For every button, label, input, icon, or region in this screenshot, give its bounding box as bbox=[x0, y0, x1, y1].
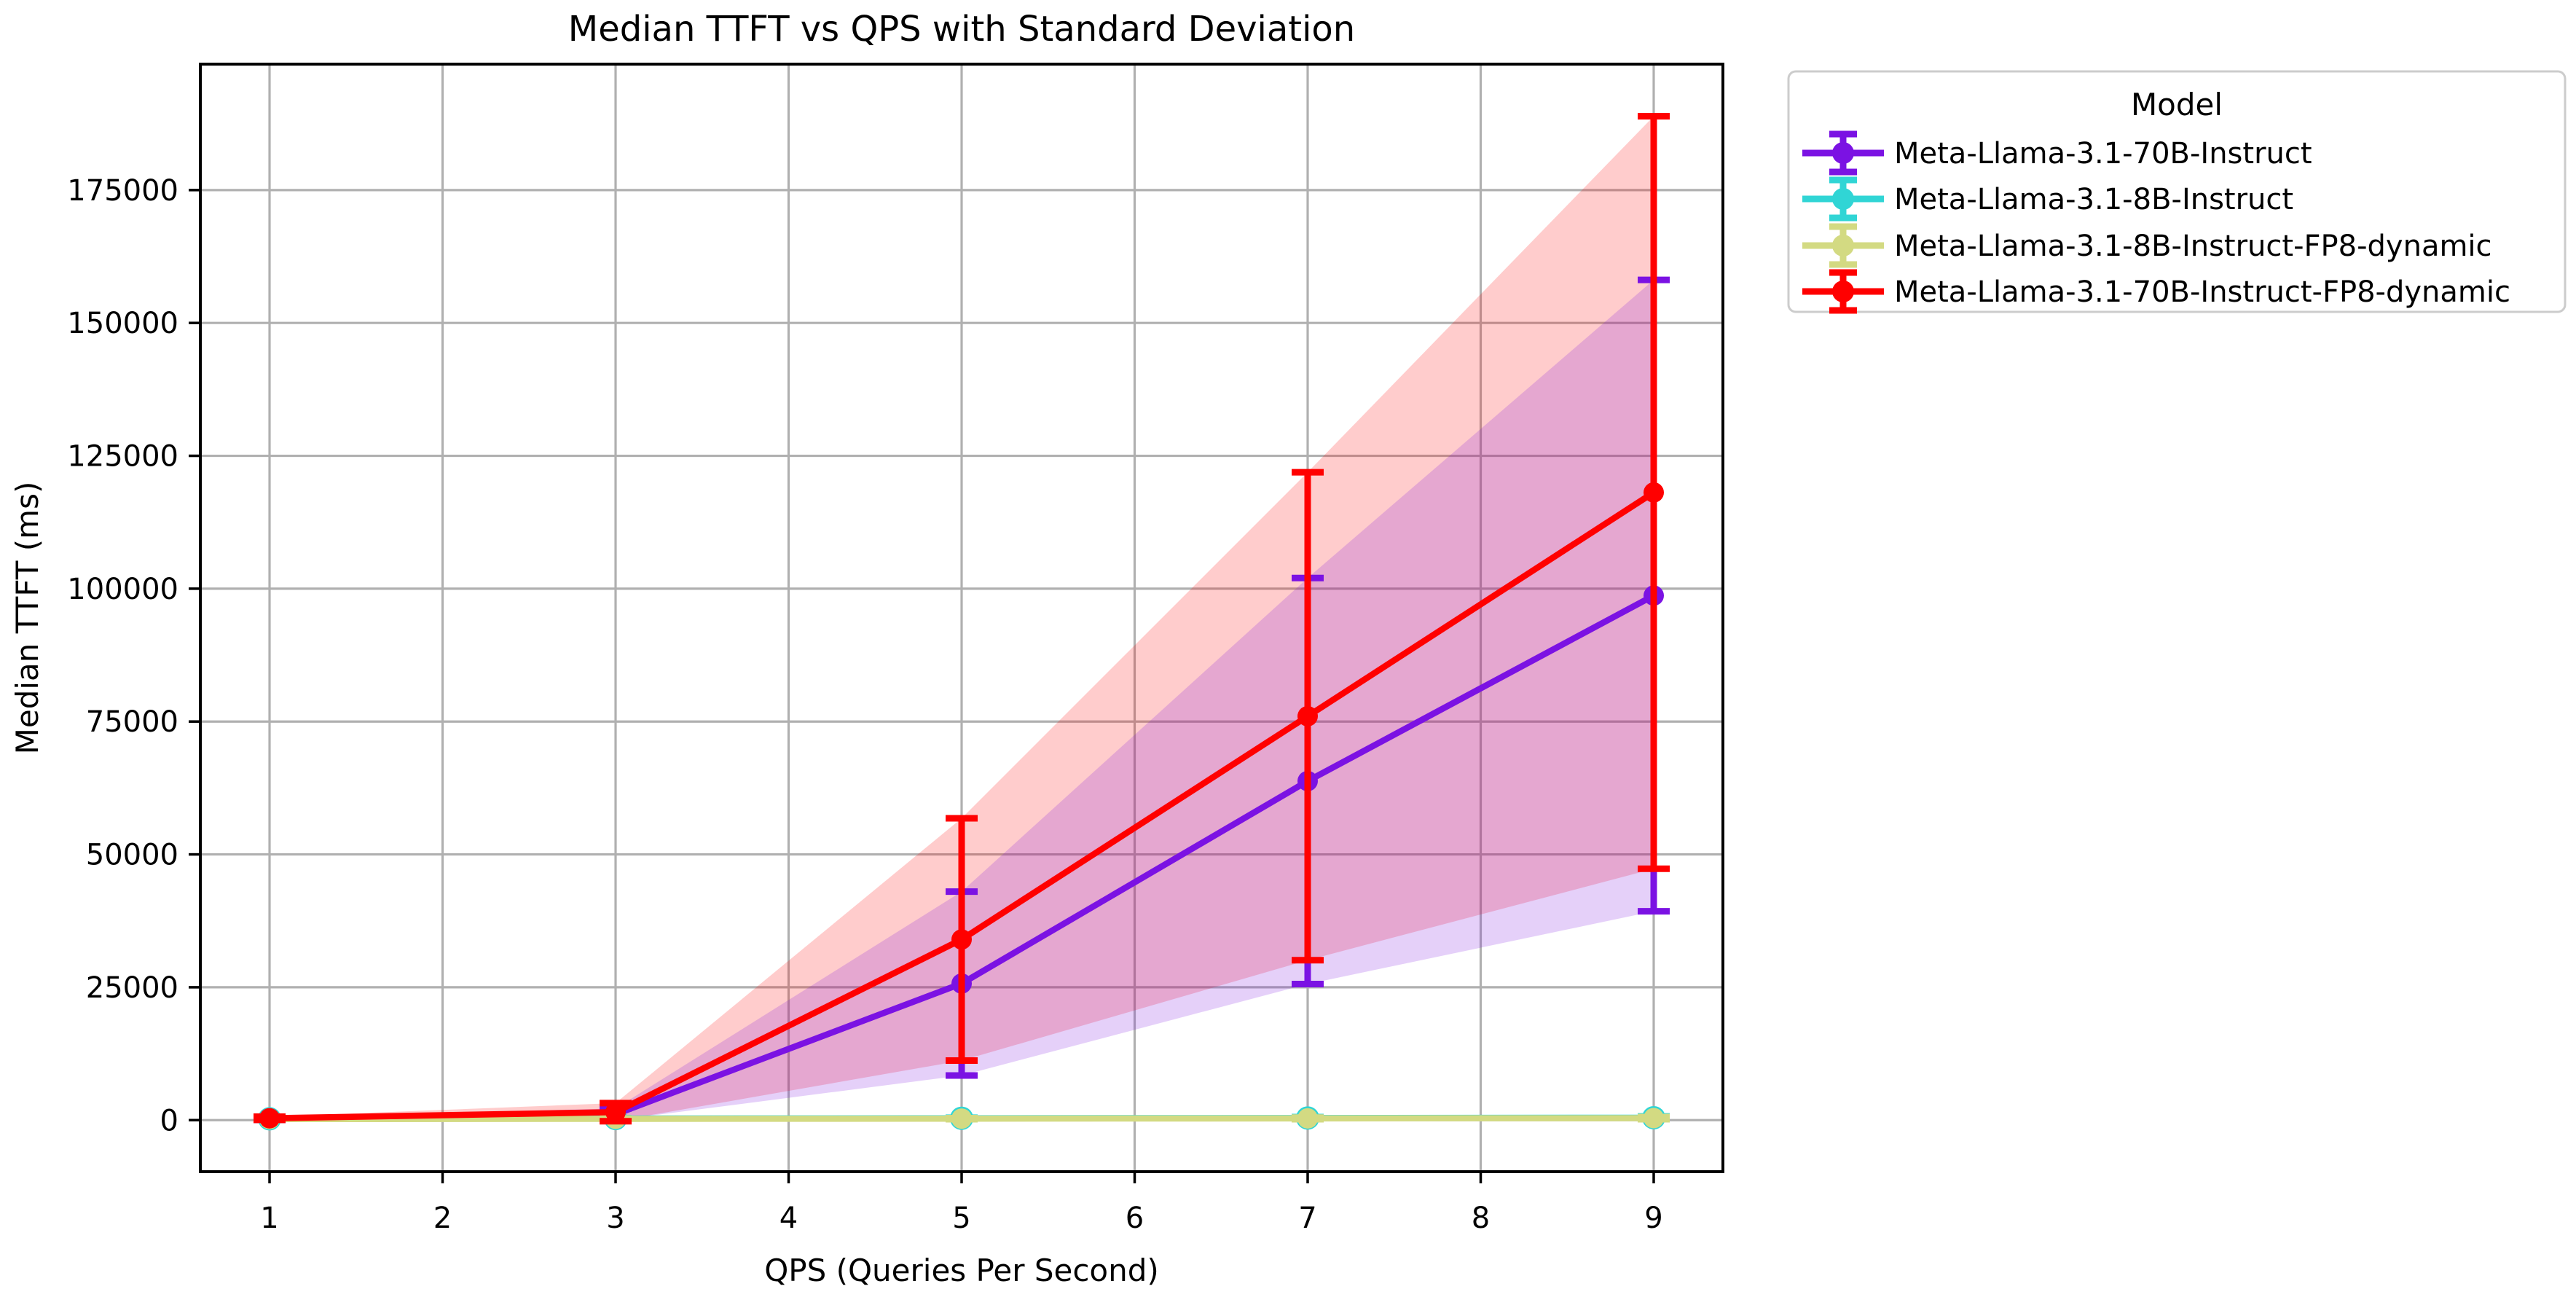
legend-item-label: Meta-Llama-3.1-70B-Instruct bbox=[1894, 137, 2312, 171]
legend-marker-icon bbox=[1832, 142, 1854, 164]
x-tick-label-6: 6 bbox=[1126, 1202, 1144, 1235]
data-point-Meta-Llama-3.1-70B-Instruct-FP8-dynamic-x5 bbox=[951, 929, 972, 950]
data-point-Meta-Llama-3.1-70B-Instruct-FP8-dynamic-x9 bbox=[1644, 482, 1664, 503]
data-point-Meta-Llama-3.1-70B-Instruct-FP8-dynamic-x7 bbox=[1297, 705, 1318, 726]
legend-marker-icon bbox=[1832, 188, 1854, 210]
x-tick-label-9: 9 bbox=[1644, 1202, 1662, 1235]
legend-marker-icon bbox=[1832, 235, 1854, 256]
x-axis-label: QPS (Queries Per Second) bbox=[764, 1253, 1159, 1286]
data-point-Meta-Llama-3.1-8B-Instruct-FP8-dynamic-x5 bbox=[951, 1108, 972, 1129]
y-tick-label-75000: 75000 bbox=[86, 705, 178, 739]
x-tick-label-1: 1 bbox=[260, 1202, 278, 1235]
legend-item-label: Meta-Llama-3.1-8B-Instruct-FP8-dynamic bbox=[1894, 230, 2492, 263]
legend-box bbox=[1787, 70, 2567, 313]
data-point-Meta-Llama-3.1-70B-Instruct-FP8-dynamic-x3 bbox=[605, 1102, 626, 1123]
legend-marker-icon bbox=[1832, 281, 1854, 302]
data-point-Meta-Llama-3.1-8B-Instruct-FP8-dynamic-x9 bbox=[1644, 1108, 1664, 1129]
chart-title: Median TTFT vs QPS with Standard Deviati… bbox=[568, 9, 1355, 50]
legend-item-label: Meta-Llama-3.1-8B-Instruct bbox=[1894, 183, 2293, 216]
plot-area: 1 2 3 4 5 6 7 8 9 0 25000 50000 75000 100000 125000 150… bbox=[67, 63, 1724, 1235]
legend-item-Meta-Llama-3.1-8B-Instruct: Meta-Llama-3.1-8B-Instruct bbox=[1802, 176, 2293, 222]
legend-item-Meta-Llama-3.1-70B-Instruct-FP8-dynamic: Meta-Llama-3.1-70B-Instruct-FP8-dynamic bbox=[1802, 269, 2510, 314]
legend-items: Meta-Llama-3.1-70B-Instruct Meta-Llama-3.… bbox=[1802, 130, 2510, 314]
x-tick-label-7: 7 bbox=[1298, 1202, 1316, 1235]
x-tick-label-5: 5 bbox=[952, 1202, 970, 1235]
series-Meta-Llama-3.1-70B-Instruct-FP8-dynamic bbox=[254, 112, 1670, 1129]
legend: Model Meta-Llama-3.1-70B-InstructMeta-Ll… bbox=[1787, 70, 2567, 314]
y-tick-label-25000: 25000 bbox=[86, 971, 178, 1005]
y-tick-label-0: 0 bbox=[160, 1104, 178, 1137]
y-axis-label: Median TTFT (ms) bbox=[9, 482, 45, 755]
y-tick-label-150000: 150000 bbox=[67, 307, 178, 340]
y-tick-label-100000: 100000 bbox=[67, 573, 178, 606]
legend-item-label: Meta-Llama-3.1-70B-Instruct-FP8-dynamic bbox=[1894, 275, 2510, 309]
y-tick-label-50000: 50000 bbox=[86, 839, 178, 872]
legend-title: Model bbox=[2131, 87, 2223, 122]
data-point-Meta-Llama-3.1-8B-Instruct-FP8-dynamic-x7 bbox=[1297, 1108, 1318, 1129]
y-tick-label-175000: 175000 bbox=[67, 174, 178, 208]
legend-item-Meta-Llama-3.1-70B-Instruct: Meta-Llama-3.1-70B-Instruct bbox=[1802, 130, 2312, 176]
y-tick-label-125000: 125000 bbox=[67, 440, 178, 474]
legend-item-Meta-Llama-3.1-8B-Instruct-FP8-dynamic: Meta-Llama-3.1-8B-Instruct-FP8-dynamic bbox=[1802, 223, 2492, 268]
x-tick-label-2: 2 bbox=[433, 1202, 452, 1235]
x-tick-label-4: 4 bbox=[780, 1202, 798, 1235]
x-tick-label-8: 8 bbox=[1472, 1202, 1490, 1235]
x-tick-label-3: 3 bbox=[606, 1202, 624, 1235]
data-point-Meta-Llama-3.1-70B-Instruct-FP8-dynamic-x1 bbox=[259, 1108, 280, 1129]
